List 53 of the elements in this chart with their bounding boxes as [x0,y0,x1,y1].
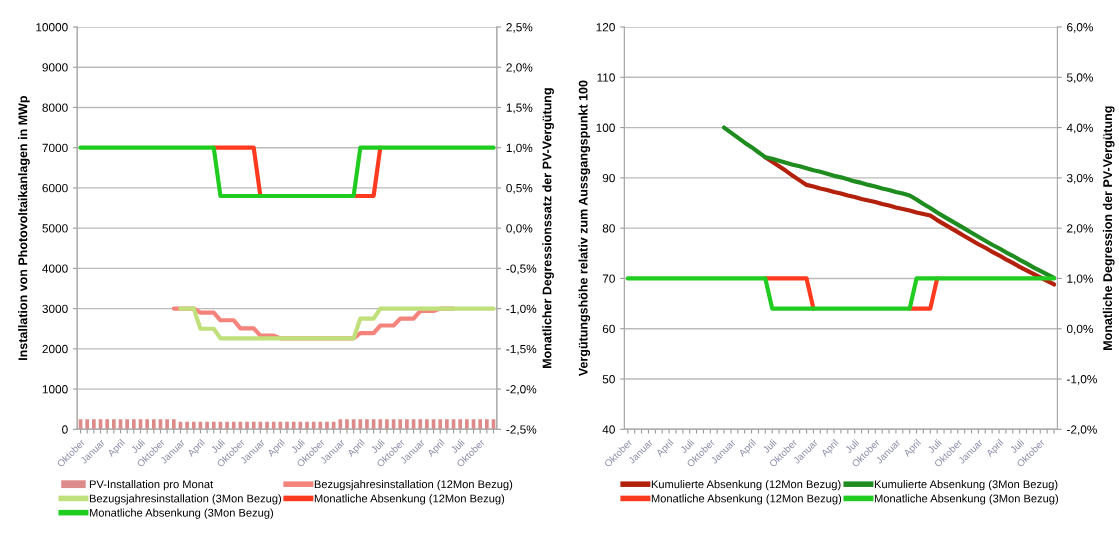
y-tick-label: 4000 [42,264,68,273]
y2-axis-title: Monatlicher Degressionssatz der PV-Vergütung [542,88,554,368]
y-tick-label: 110 [597,73,615,82]
legend-label: Monatliche Absenkung (3Mon Bezug) [89,508,274,519]
y2-tick-label: 6,0% [1067,23,1093,33]
y-tick-label: 120 [596,23,615,32]
y-tick-label: 2000 [42,344,68,354]
y-axis-title: Vergütungshöhe relativ zum Aussgangspunkt 100 [578,80,591,377]
y-tick-label: 6000 [42,183,68,193]
y-axis-title: Installation von Photovoltaikanlagen in MWp [18,96,30,360]
y2-tick-label: -2,0% [1067,425,1097,436]
y2-tick-label: 1,0% [1067,274,1093,285]
legend-label: Bezugsjahresinstallation (3Mon Bezug) [89,494,282,505]
y2-tick-label: 2,5% [506,23,533,33]
y2-tick-label: 2,0% [1067,224,1093,234]
legend-label: Monatliche Absenkung (12Mon Bezug) [314,494,505,505]
y2-tick-label: 0,0% [1066,324,1093,335]
y-tick-label: 10000 [36,23,68,32]
legend-label: Kumulierte Absenkung (3Mon Bezug) [874,480,1058,491]
y-tick-label: 60 [602,324,615,334]
y-tick-label: 50 [602,375,615,384]
y2-tick-label: 4,0% [1066,123,1093,134]
y2-tick-label: 3,0% [1066,173,1093,184]
y-tick-label: 1000 [42,385,68,394]
legend-label: Kumulierte Absenkung (12Mon Bezug) [651,480,841,491]
y-tick-label: 3000 [42,304,68,313]
y2-tick-label: -1,5% [506,344,537,355]
y-tick-label: 0 [62,425,68,434]
legend-label: Monatliche Absenkung (3Mon Bezug) [874,494,1059,505]
y2-tick-label: -0,5% [506,264,537,275]
y2-tick-label: 1,5% [506,103,533,114]
y2-tick-label: -2,5% [506,425,537,436]
y2-tick-label: 0,0% [506,224,533,234]
y2-axis-title: Monatliche Degression der PV-Vergütung [1102,106,1115,350]
y2-tick-label: 5,0% [1066,73,1093,84]
legend-label: Bezugsjahresinstallation (12Mon Bezug) [314,480,513,491]
y2-tick-label: 1,0% [506,143,533,154]
legend-label: Monatliche Absenkung (12Mon Bezug) [651,494,842,505]
y2-tick-label: 2,0% [506,63,533,74]
y2-tick-label: -1,0% [506,304,537,315]
y2-tick-label: -2,0% [506,385,537,395]
y-tick-label: 8000 [42,103,68,112]
y-tick-label: 70 [602,274,615,283]
y-tick-label: 9000 [42,63,68,72]
y-tick-label: 80 [602,224,615,233]
y2-tick-label: 0,5% [506,183,533,194]
y-tick-label: 40 [602,425,615,434]
y-tick-label: 100 [596,123,615,132]
y-tick-label: 7000 [42,143,68,153]
y2-tick-label: -1,0% [1067,375,1097,385]
y-tick-label: 90 [602,173,615,183]
y-tick-label: 5000 [42,224,68,233]
legend-label: PV-Installation pro Monat [89,480,214,491]
